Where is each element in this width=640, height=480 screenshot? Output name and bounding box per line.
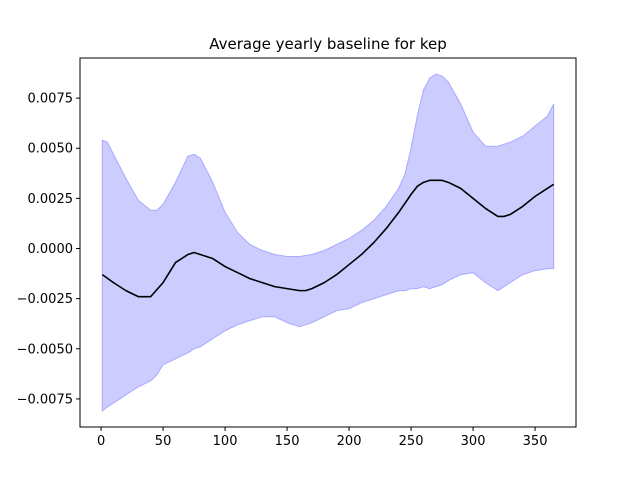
chart-title: Average yearly baseline for kep	[209, 35, 447, 53]
mean-line	[101, 179, 555, 298]
y-tick-label: −0.0025	[17, 292, 73, 307]
plot-area	[101, 73, 555, 413]
confidence-band	[101, 73, 555, 413]
axes: 0 50 100 150 200 250 300 350 −0.0075 −0.0050 −0.00…	[17, 57, 577, 449]
y-tick-label: 0.0050	[28, 142, 74, 157]
x-tick-label: 350	[523, 434, 548, 449]
y-tick-label: 0.0025	[28, 192, 74, 207]
x-tick-label: 0	[97, 434, 105, 449]
axes-frame	[79, 57, 577, 428]
y-tick-label: 0.0000	[28, 242, 74, 257]
x-tick-label: 250	[399, 434, 424, 449]
x-tick-label: 150	[275, 434, 300, 449]
x-tick-label: 300	[461, 434, 486, 449]
x-tick-label: 200	[337, 434, 362, 449]
x-tick-label: 50	[155, 434, 172, 449]
y-tick-label: −0.0075	[17, 392, 73, 407]
x-tick-label: 100	[213, 434, 238, 449]
y-tick-label: −0.0050	[17, 342, 73, 357]
y-tick-label: 0.0075	[28, 92, 74, 107]
